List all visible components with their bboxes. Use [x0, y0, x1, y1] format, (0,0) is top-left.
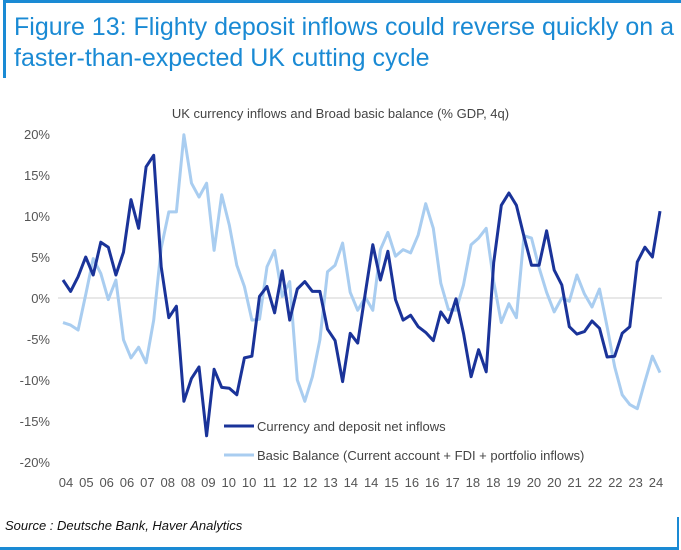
y-tick-label: 15%: [24, 168, 50, 183]
figure-title: Figure 13: Flighty deposit inflows could…: [14, 13, 675, 72]
x-tick-label: 14: [364, 475, 378, 490]
x-tick-label: 17: [445, 475, 459, 490]
x-tick-label: 14: [344, 475, 358, 490]
frame-bottom-border: [0, 547, 679, 550]
series-line-basic-balance: [62, 133, 662, 411]
x-tick-label: 24: [649, 475, 663, 490]
x-tick-label: 20: [547, 475, 561, 490]
frame-right-border: [677, 517, 679, 550]
x-tick-label: 08: [181, 475, 195, 490]
x-tick-label: 21: [567, 475, 581, 490]
y-tick-label: -5%: [27, 332, 51, 347]
legend-label-basic-balance: Basic Balance (Current account + FDI + p…: [257, 448, 584, 463]
y-tick-label: -20%: [20, 455, 51, 470]
y-tick-label: -10%: [20, 373, 51, 388]
x-tick-label: 18: [466, 475, 480, 490]
x-tick-label: 06: [120, 475, 134, 490]
x-tick-label: 23: [628, 475, 642, 490]
x-tick-label: 16: [405, 475, 419, 490]
x-tick-label: 07: [140, 475, 154, 490]
x-tick-label: 05: [79, 475, 93, 490]
x-tick-label: 13: [323, 475, 337, 490]
x-tick-label: 12: [303, 475, 317, 490]
chart-title: UK currency inflows and Broad basic bala…: [171, 106, 510, 121]
x-tick-label: 18: [486, 475, 500, 490]
x-tick-label: 09: [201, 475, 215, 490]
legend-label-currency: Currency and deposit net inflows: [257, 419, 446, 434]
frame-left-border: [3, 0, 6, 78]
y-tick-label: -15%: [20, 414, 51, 429]
x-tick-label: 22: [608, 475, 622, 490]
y-tick-label: 20%: [24, 127, 50, 142]
series-line-currency-deposit-inflows: [61, 153, 662, 438]
x-tick-label: 12: [283, 475, 297, 490]
source-note: Source : Deutsche Bank, Haver Analytics: [5, 518, 243, 533]
x-tick-label: 08: [160, 475, 174, 490]
x-tick-label: 16: [425, 475, 439, 490]
y-tick-label: 10%: [24, 209, 50, 224]
x-tick-label: 20: [527, 475, 541, 490]
x-tick-label: 10: [222, 475, 236, 490]
y-tick-label: 5%: [31, 250, 50, 265]
y-tick-label: 0%: [31, 291, 50, 306]
x-tick-label: 19: [506, 475, 520, 490]
x-tick-label: 10: [242, 475, 256, 490]
frame-top-border: [3, 0, 681, 3]
x-tick-label: 11: [263, 475, 277, 490]
x-tick-label: 06: [99, 475, 113, 490]
x-tick-label: 22: [588, 475, 602, 490]
x-tick-label: 15: [384, 475, 398, 490]
x-tick-label: 04: [59, 475, 73, 490]
